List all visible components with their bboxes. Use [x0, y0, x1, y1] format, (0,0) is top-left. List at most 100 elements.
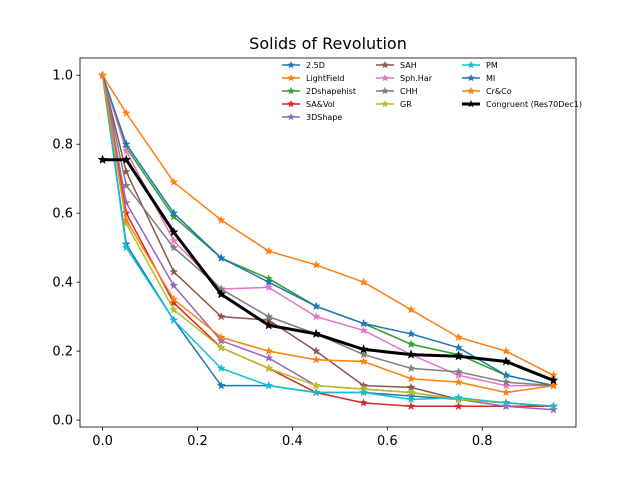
data-point	[98, 70, 108, 80]
x-tick-label: 0.2	[187, 434, 208, 449]
data-point	[169, 236, 179, 245]
y-tick-label: 0.2	[52, 345, 73, 360]
series-line	[101, 75, 554, 408]
legend-marker	[381, 99, 389, 108]
legend-item: PM	[462, 60, 498, 70]
data-point	[169, 315, 179, 324]
data-point	[359, 387, 369, 397]
data-point	[359, 277, 369, 287]
legend-label: 2Dshapehist	[306, 87, 356, 96]
data-point	[501, 377, 511, 387]
legend-item: GR	[376, 99, 412, 109]
data-point	[168, 226, 179, 237]
x-tick-label: 0.0	[92, 434, 113, 449]
data-point	[453, 401, 464, 411]
data-point	[169, 267, 179, 276]
data-point	[121, 154, 132, 164]
y-tick-label: 0.0	[52, 414, 73, 429]
data-point	[264, 346, 274, 355]
legend-item: MI	[462, 73, 495, 83]
data-point	[501, 346, 511, 355]
data-point	[311, 328, 322, 339]
data-point	[453, 370, 464, 380]
data-point	[264, 277, 274, 287]
data-point	[121, 180, 131, 190]
legend-label: Congruent (Res70Dec1)	[486, 100, 582, 109]
legend-marker	[287, 112, 295, 121]
legend-label: MI	[486, 74, 495, 83]
legend-marker	[287, 73, 295, 82]
data-point	[406, 394, 416, 404]
data-point	[406, 349, 417, 359]
legend-item: CHH	[376, 86, 418, 96]
data-point	[406, 339, 416, 349]
data-point	[548, 380, 558, 390]
legend-item: SAH	[376, 60, 417, 70]
legend-item: LightField	[282, 73, 344, 83]
plot-frame	[79, 57, 577, 428]
series-line	[101, 75, 554, 408]
data-point	[359, 318, 369, 328]
legend-item: Congruent (Res70Dec1)	[462, 99, 582, 109]
data-point	[311, 260, 321, 269]
data-point	[359, 349, 369, 359]
data-point	[311, 301, 321, 311]
legend: 2.5D LightField 2Dshapehist SA&Vol 3DShape SA…	[282, 60, 582, 122]
legend-label: GR	[400, 100, 412, 109]
data-point	[501, 370, 511, 380]
data-point	[359, 398, 369, 407]
data-point	[501, 401, 511, 411]
legend-item: 3DShape	[282, 112, 342, 122]
data-point	[121, 215, 131, 224]
x-tick-label: 0.6	[377, 434, 398, 449]
data-point	[406, 401, 416, 411]
data-point	[406, 387, 416, 397]
data-point	[453, 367, 464, 376]
data-point	[216, 289, 227, 299]
legend-marker	[287, 86, 295, 95]
data-point	[169, 208, 179, 218]
legend-label: SA&Vol	[306, 100, 335, 109]
data-point	[264, 380, 274, 390]
data-point	[406, 363, 416, 373]
data-point	[358, 344, 369, 354]
data-point	[501, 398, 511, 407]
data-point	[121, 108, 131, 118]
legend-label: PM	[486, 61, 498, 70]
data-point	[311, 346, 321, 355]
series-11	[98, 70, 558, 397]
data-point	[501, 380, 511, 390]
legend-marker	[467, 99, 475, 108]
data-point	[311, 354, 321, 364]
x-tick-label: 0.8	[472, 434, 493, 449]
chart-title: Solids of Revolution	[249, 34, 407, 53]
data-point	[121, 146, 131, 155]
series-line	[101, 75, 554, 408]
data-point	[501, 387, 511, 397]
data-point	[548, 375, 559, 385]
data-point	[453, 332, 464, 342]
data-point	[264, 282, 274, 292]
legend-label: CHH	[400, 87, 418, 96]
series-line	[101, 75, 554, 408]
data-point	[453, 392, 464, 402]
data-point	[121, 208, 131, 218]
series-line	[101, 75, 554, 408]
data-point	[169, 177, 179, 187]
data-point	[548, 401, 558, 411]
y-tick-label: 0.8	[52, 138, 73, 153]
x-tick-label: 0.4	[282, 434, 303, 449]
data-point	[406, 329, 416, 338]
legend-marker	[381, 73, 389, 82]
series-4	[98, 70, 558, 414]
series-line	[102, 158, 555, 382]
data-point	[406, 304, 416, 314]
data-point	[264, 311, 274, 321]
legend-marker	[287, 60, 295, 69]
legend-marker	[381, 60, 389, 69]
data-point	[169, 294, 179, 304]
legend-label: Sph.Har	[400, 74, 433, 83]
data-point	[216, 363, 226, 373]
data-point	[501, 356, 511, 366]
